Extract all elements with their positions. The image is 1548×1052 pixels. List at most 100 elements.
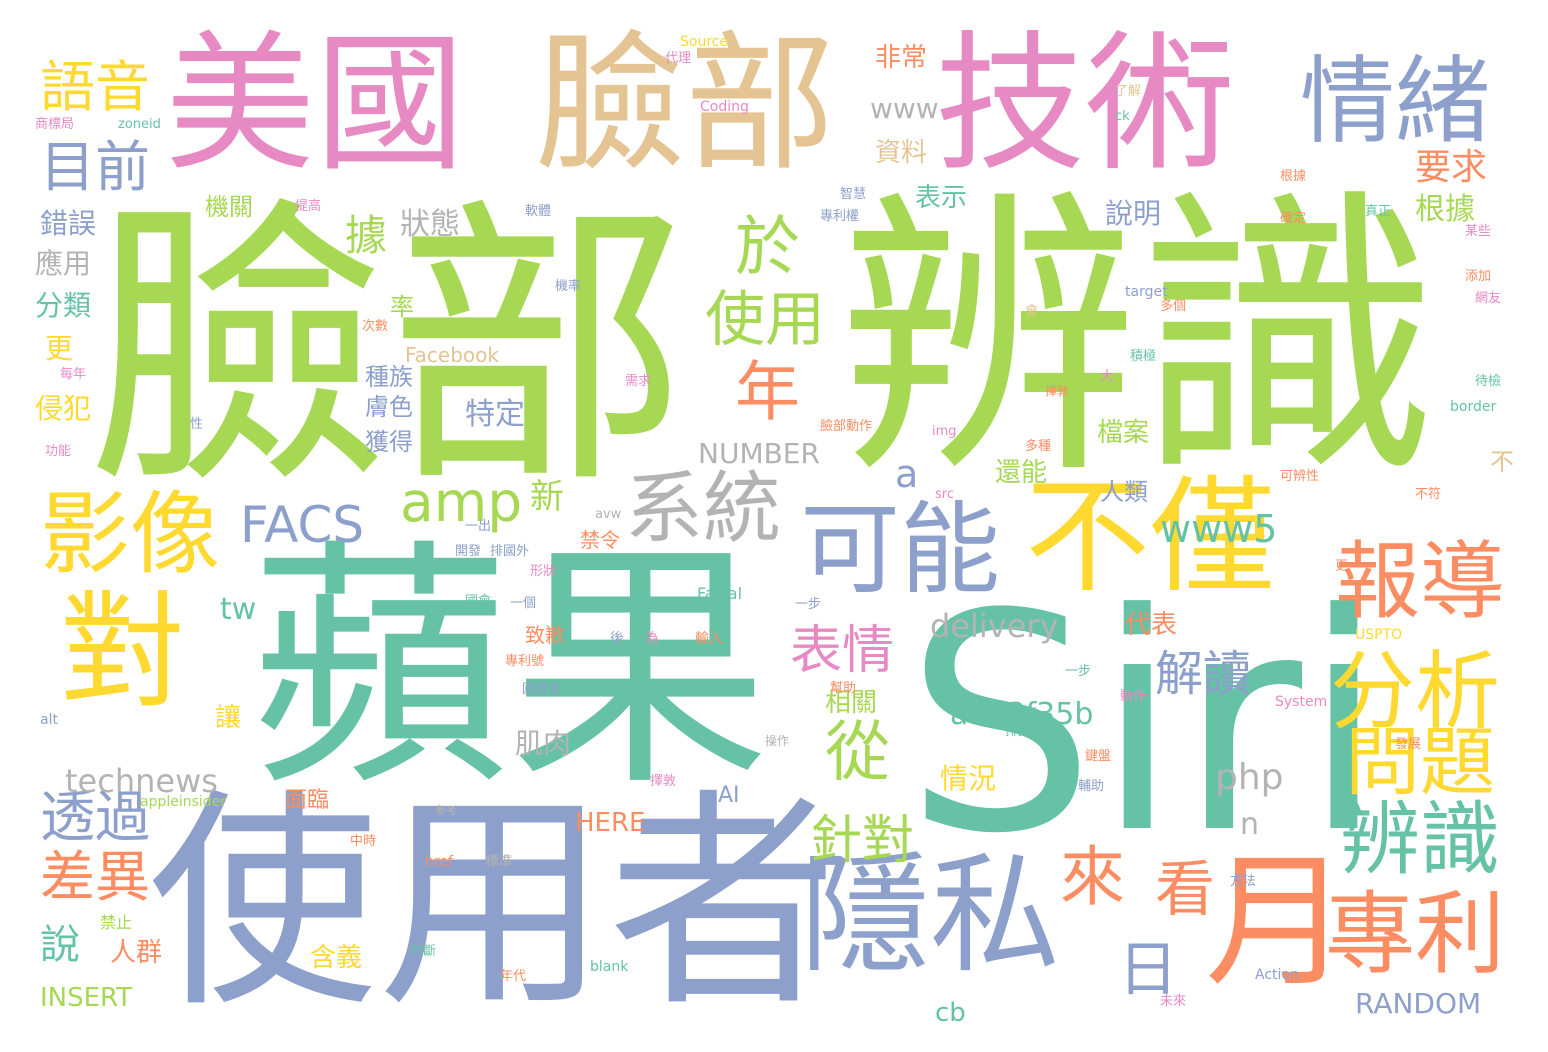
word-php: php (1215, 757, 1284, 798)
word-keyboard: 鍵盤 (1085, 749, 1112, 764)
word-more: 更 (45, 332, 74, 365)
word-no: 不 (1490, 448, 1514, 476)
word-patent-no: 專利號 (505, 654, 545, 669)
word-input: 輸入 (695, 631, 723, 647)
word-source: Source (680, 34, 729, 50)
word-crowd: 人群 (110, 938, 163, 968)
word-cb: cb (935, 998, 966, 1028)
word-more-2: 更 (1335, 559, 1349, 574)
word-identifiable: 可辨性 (1280, 469, 1320, 484)
word-very: 非常 (875, 43, 928, 73)
word-ban: 禁令 (580, 528, 620, 552)
word-improve: 提高 (295, 199, 322, 214)
word-at: 於 (735, 210, 801, 285)
word-data: 資料 (875, 138, 928, 168)
word-china-times: 中時 (350, 834, 377, 849)
word-pair: 對 (60, 580, 185, 725)
word-n: n (1240, 807, 1260, 842)
word-from: 從 (825, 715, 891, 790)
word-inconsistent: 不符 (1415, 487, 1442, 502)
word-target: 針對 (810, 811, 915, 871)
word-technews: technews (65, 762, 218, 800)
word-obtain: 獲得 (365, 428, 413, 456)
word-a4b3f35b: a4b3f35b (950, 697, 1094, 732)
word-software: 軟體 (525, 204, 552, 219)
word-operate: 操作 (765, 734, 790, 748)
word-ck: ck (1115, 109, 1130, 124)
word-basis: 據 (345, 211, 388, 260)
word-function: 功能 (45, 444, 72, 459)
word-border: border (1450, 399, 1497, 415)
word-congress: 國會 (465, 594, 492, 609)
word-related: 相關 (825, 688, 878, 718)
word-era: 年代 (500, 969, 527, 984)
word-some: 某些 (1465, 224, 1492, 239)
word-apology: 致歉 (525, 623, 565, 647)
word-active: 積極 (1130, 349, 1157, 364)
word-www5: www5 (1160, 507, 1278, 551)
word-standard: 標準 (485, 854, 513, 870)
word-choose-2: 擇敦 (1045, 384, 1070, 398)
word-status: 狀態 (400, 207, 460, 242)
word-difference: 差異 (40, 845, 151, 909)
word-ai: AI (718, 783, 740, 808)
word-for: 為 (645, 631, 659, 647)
word-request: 要求 (1415, 147, 1488, 188)
word-let: 讓 (215, 703, 242, 733)
word-big: 大 (1100, 369, 1114, 385)
word-face-action: 臉部動作 (820, 419, 873, 434)
word-nature: 性 (190, 417, 204, 432)
word-choose: 擇敦 (650, 774, 677, 789)
word-prohibit: 禁止 (100, 913, 133, 932)
word-muscle: 肌肉 (515, 727, 572, 760)
word-assist: 輔助 (1078, 779, 1105, 794)
word-rate: 率 (390, 293, 414, 321)
word-usa: 美國 (165, 18, 466, 192)
word-develop: 開發 (455, 544, 482, 559)
word-recognition-2: 辨識 (1340, 793, 1500, 886)
word-facial: Facial (697, 584, 743, 603)
word-certain: 確定 (1280, 211, 1307, 226)
word-day: 日 (1118, 935, 1178, 1005)
word-through: 透過 (40, 785, 151, 849)
word-human: 人類 (1100, 478, 1148, 506)
word-currently: 目前 (40, 135, 151, 199)
word-face-2: 臉部 (535, 18, 836, 192)
word-application: 應用 (35, 247, 92, 280)
word-times: 次數 (362, 319, 389, 334)
word-according: 根據 (1415, 192, 1475, 227)
word-possible: 可能 (800, 491, 1000, 608)
word-coding: Coding (700, 99, 749, 115)
word-expression: 表情 (790, 621, 895, 681)
word-foreign: 排國外 (490, 544, 530, 559)
word-trademark: 商標局 (35, 117, 75, 132)
word-month: 月 (1205, 838, 1350, 1007)
word-patent-right: 專利權 (820, 209, 860, 224)
word-a: a (895, 452, 919, 496)
word-need: 需求 (625, 374, 652, 389)
word-uspto: USPTO (1355, 627, 1403, 643)
word-src: src (935, 487, 954, 502)
word-add: 添加 (1465, 269, 1492, 284)
word-come: 來 (1060, 840, 1126, 915)
word-interpret: 解讀 (1155, 646, 1252, 702)
word-future: 未來 (1160, 994, 1187, 1009)
word-agency: 機關 (205, 193, 253, 221)
word-target-attr: target (1125, 284, 1168, 300)
word-use: 使用 (705, 285, 825, 355)
word-not-only: 不僅 (1025, 465, 1275, 610)
word-zoneid: zoneid (118, 117, 161, 132)
word-problem: 問題 (1345, 718, 1496, 806)
word-say: 說 (40, 922, 80, 968)
word-image: 影像 (40, 482, 220, 587)
word-one: 一個 (510, 596, 537, 611)
word-emotion: 情緒 (1300, 47, 1491, 157)
word-error: 錯誤 (40, 207, 97, 240)
word-method: 方法 (1230, 874, 1257, 889)
word-file: 檔案 (1097, 418, 1150, 448)
word-avw: avw (595, 507, 622, 522)
word-system: 系統 (625, 464, 782, 554)
word-user: 使用者 (148, 771, 839, 1038)
word-www: www (870, 92, 939, 125)
